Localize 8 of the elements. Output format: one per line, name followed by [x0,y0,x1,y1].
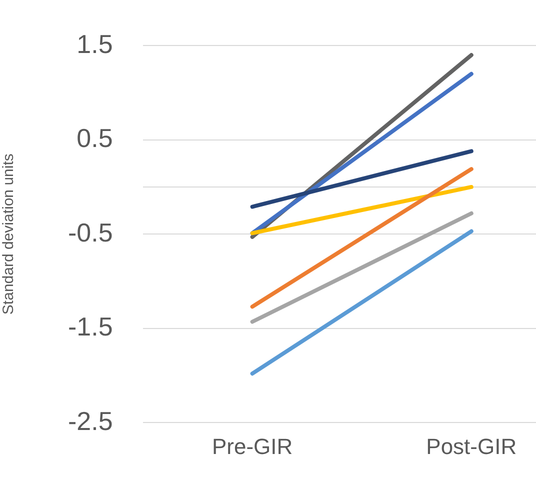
x-tick-label: Post-GIR [426,434,517,459]
y-tick-label: -2.5 [68,406,113,436]
x-tick-label: Pre-GIR [212,434,293,459]
y-tick-label: 0.5 [76,123,113,154]
y-tick-label: -0.5 [68,217,113,248]
y-tick-label: -1.5 [68,312,113,342]
y-axis-title: Standard deviation units [0,154,18,315]
y-tick-label: 1.5 [76,28,113,59]
